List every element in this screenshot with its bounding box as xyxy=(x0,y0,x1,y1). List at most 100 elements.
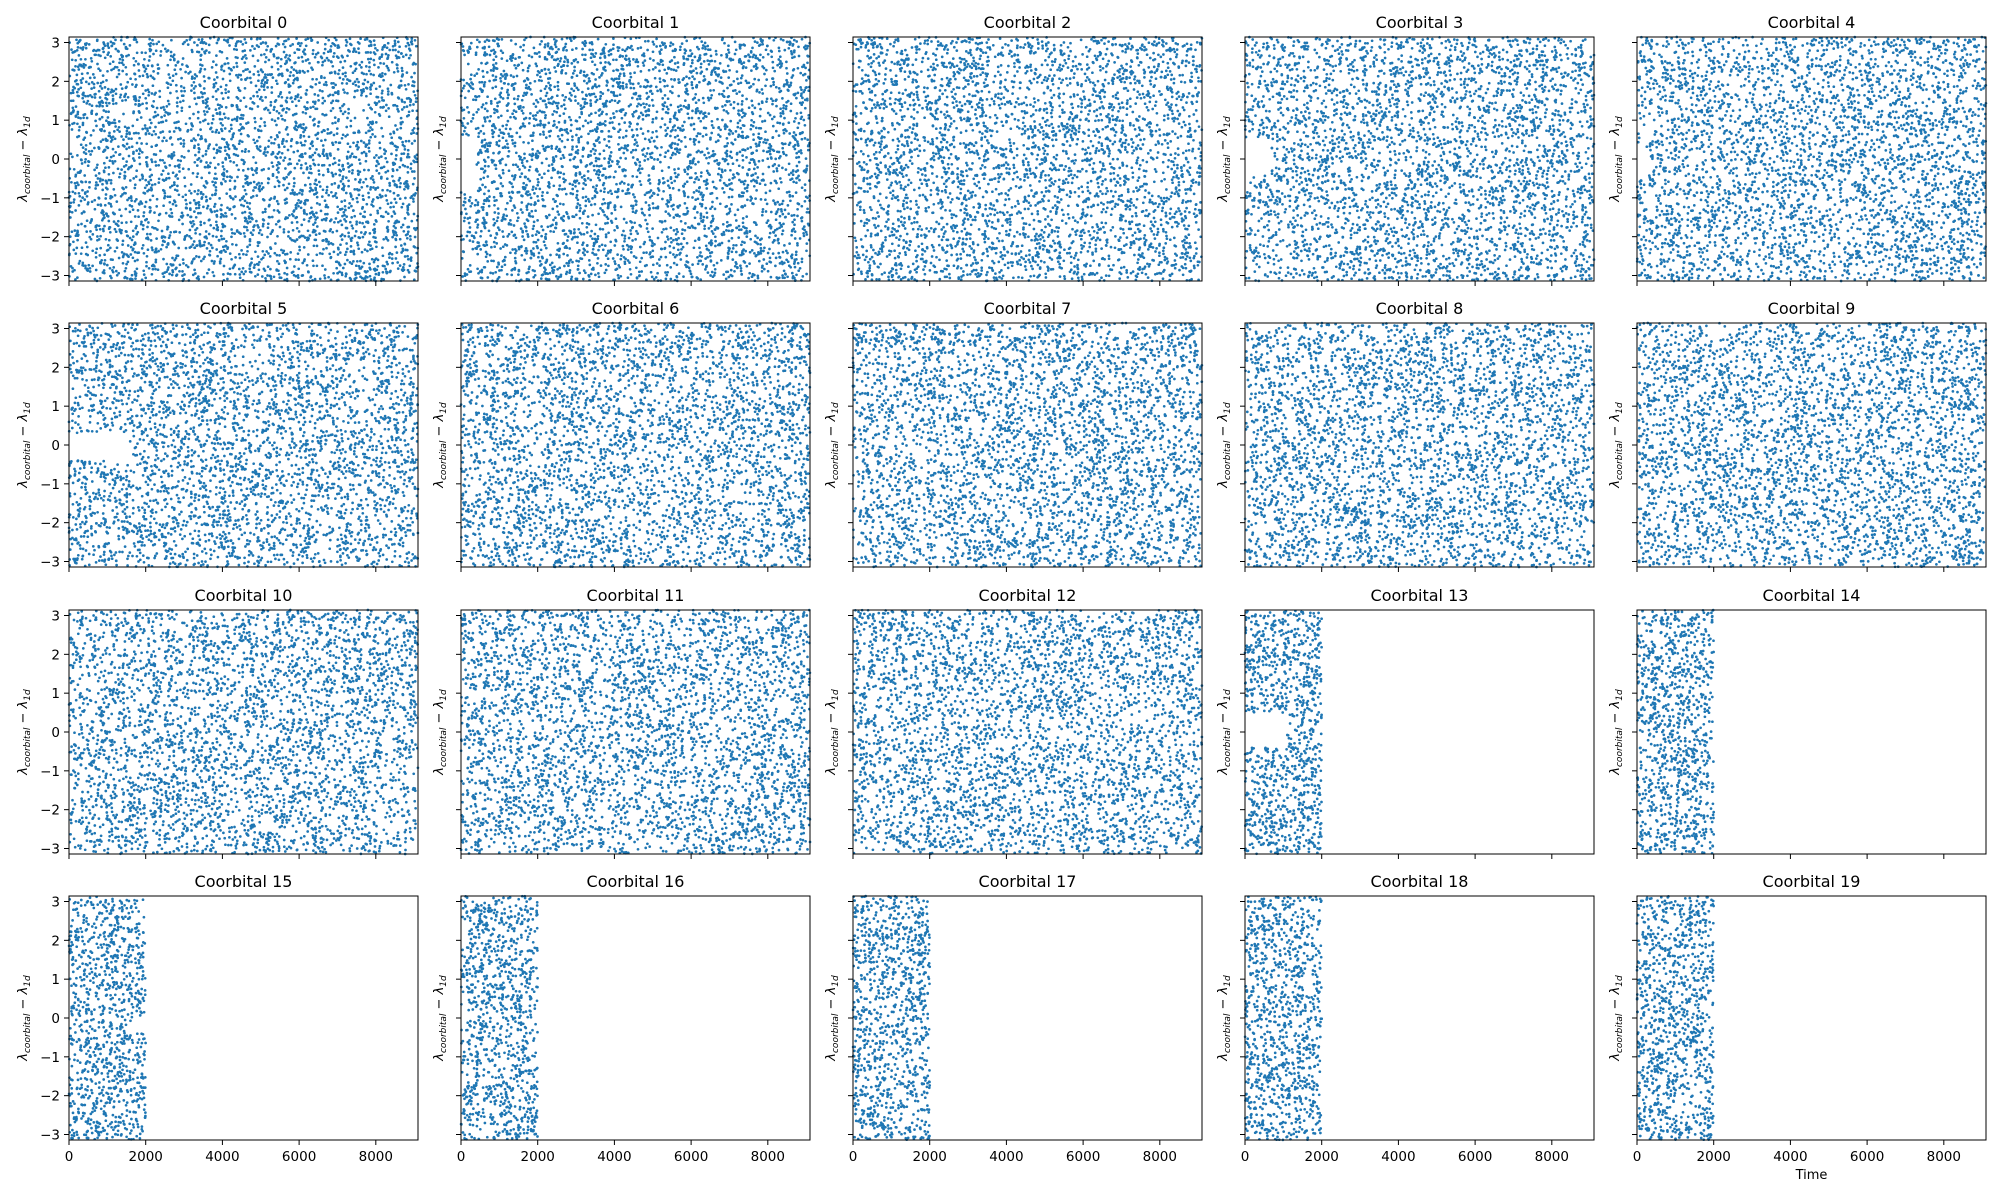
scatter-point xyxy=(138,203,141,206)
scatter-point xyxy=(200,244,204,247)
scatter-point xyxy=(249,97,253,100)
scatter-point xyxy=(504,146,507,149)
scatter-point xyxy=(308,115,312,119)
scatter-point xyxy=(150,160,154,164)
scatter-point xyxy=(117,125,121,129)
scatter-point xyxy=(373,52,377,56)
scatter-point xyxy=(204,105,208,109)
scatter-point xyxy=(168,200,172,204)
scatter-point xyxy=(507,149,511,153)
scatter-point xyxy=(269,232,273,236)
scatter-point xyxy=(220,229,223,233)
scatter-point xyxy=(558,175,561,179)
scatter-point xyxy=(273,185,277,189)
scatter-point xyxy=(163,240,166,244)
scatter-point xyxy=(105,139,108,143)
scatter-point xyxy=(406,268,410,272)
scatter-point xyxy=(223,149,227,152)
scatter-point xyxy=(106,69,109,73)
scatter-point xyxy=(394,226,397,230)
scatter-point xyxy=(266,73,270,77)
scatter-point xyxy=(97,196,101,200)
scatter-point xyxy=(93,146,96,150)
scatter-point xyxy=(566,235,570,238)
scatter-point xyxy=(98,69,102,72)
scatter-point xyxy=(374,121,378,124)
scatter-point xyxy=(108,230,112,234)
scatter-point xyxy=(256,59,260,62)
scatter-point xyxy=(303,105,306,109)
scatter-point xyxy=(215,112,219,115)
scatter-point xyxy=(396,261,400,264)
scatter-point xyxy=(315,191,319,194)
scatter-point xyxy=(705,67,709,71)
scatter-point xyxy=(377,156,381,159)
scatter-point xyxy=(204,98,208,102)
scatter-point xyxy=(696,255,699,259)
scatter-point xyxy=(219,146,223,150)
scatter-point xyxy=(293,51,297,55)
scatter-point xyxy=(586,215,590,218)
scatter-point xyxy=(102,229,105,233)
scatter-point xyxy=(315,253,319,257)
scatter-point xyxy=(380,155,383,158)
scatter-point xyxy=(101,182,104,186)
scatter-point xyxy=(520,109,524,113)
scatter-point xyxy=(198,96,201,99)
scatter-point xyxy=(321,152,325,156)
scatter-point xyxy=(326,128,330,131)
scatter-point xyxy=(315,183,319,187)
scatter-point xyxy=(222,69,226,73)
scatter-point xyxy=(127,154,131,158)
scatter-point xyxy=(159,149,162,153)
scatter-point xyxy=(805,164,809,168)
scatter-point xyxy=(412,170,416,173)
scatter-point xyxy=(235,40,239,43)
scatter-point xyxy=(77,116,80,119)
scatter-point xyxy=(326,156,329,160)
scatter-point xyxy=(704,268,707,271)
scatter-point xyxy=(202,110,206,113)
scatter-point xyxy=(709,243,713,247)
scatter-point xyxy=(114,92,118,96)
scatter-point xyxy=(303,143,306,147)
scatter-point xyxy=(251,44,254,48)
scatter-point xyxy=(269,277,273,281)
scatter-point xyxy=(369,51,372,54)
scatter-point xyxy=(235,119,239,123)
scatter-point xyxy=(772,83,775,87)
scatter-point xyxy=(341,163,345,167)
scatter-point xyxy=(706,96,710,100)
scatter-point xyxy=(244,41,248,45)
scatter-point xyxy=(531,139,534,143)
scatter-point xyxy=(403,217,407,220)
scatter-point xyxy=(161,178,165,182)
scatter-point xyxy=(382,62,386,65)
scatter-point xyxy=(490,245,493,249)
scatter-point xyxy=(347,49,350,52)
scatter-point xyxy=(348,37,352,41)
scatter-point xyxy=(380,126,383,130)
scatter-point xyxy=(400,152,404,156)
scatter-point xyxy=(184,198,188,202)
scatter-point xyxy=(167,236,171,240)
scatter-point xyxy=(121,99,124,102)
scatter-point xyxy=(353,214,357,218)
scatter-point xyxy=(181,57,185,60)
scatter-point xyxy=(396,145,399,149)
scatter-point xyxy=(203,235,207,239)
scatter-point xyxy=(267,145,270,148)
scatter-point xyxy=(271,229,275,232)
scatter-point xyxy=(538,133,542,136)
scatter-point xyxy=(196,133,200,137)
scatter-point xyxy=(204,102,208,105)
scatter-point xyxy=(226,272,230,275)
scatter-point xyxy=(249,271,253,274)
scatter-point xyxy=(282,228,286,231)
scatter-point xyxy=(350,152,354,156)
scatter-point xyxy=(79,86,83,90)
scatter-point xyxy=(284,111,288,114)
scatter-point xyxy=(671,187,675,190)
scatter-point xyxy=(306,199,310,202)
scatter-point xyxy=(489,102,493,105)
